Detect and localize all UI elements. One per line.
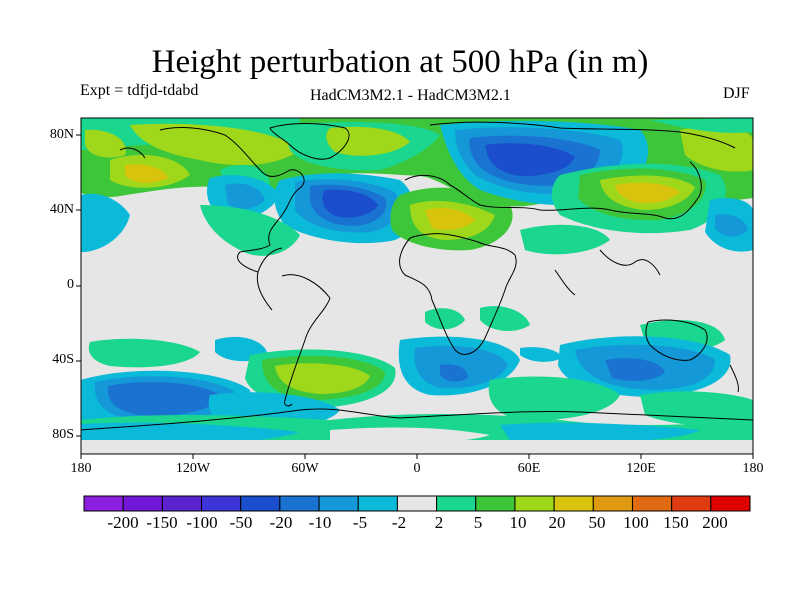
colorbar-label: -100 (186, 513, 218, 532)
lat-tick-label: 80S (52, 427, 74, 442)
colorbar-swatch (201, 495, 242, 512)
colorbar-swatch (631, 495, 673, 512)
colorbar-label: 100 (623, 513, 649, 532)
lon-ticks (80, 454, 754, 459)
colorbar-swatch (396, 495, 438, 512)
colorbar-swatch (83, 495, 124, 512)
colorbar (83, 495, 751, 512)
lat-tick-label: 80N (49, 127, 74, 142)
lat-tick-label: 0 (67, 277, 74, 292)
colorbar-swatch (553, 495, 594, 512)
lon-tick-label: 180 (742, 461, 764, 476)
colorbar-swatch (357, 495, 398, 512)
colorbar-label: 2 (434, 513, 444, 532)
lon-tick-label: 0 (413, 461, 421, 476)
colorbar-label: -2 (391, 513, 407, 532)
lon-tick-label: 60E (517, 461, 541, 476)
colorbar-swatch (475, 495, 516, 512)
colorbar-swatch (240, 495, 281, 512)
colorbar-label: -200 (107, 513, 139, 532)
colorbar-swatch (318, 495, 359, 512)
lon-tick-label: 120E (626, 461, 656, 476)
lat-tick-label: 40N (49, 202, 74, 217)
colorbar-swatch (436, 495, 477, 512)
colorbar-swatch (671, 495, 712, 512)
colorbar-swatch (279, 495, 320, 512)
colorbar-swatch (710, 495, 751, 512)
colorbar-swatch (161, 495, 203, 512)
colorbar-label: 200 (702, 513, 728, 532)
colorbar-label: 50 (588, 513, 606, 532)
colorbar-label: 10 (509, 513, 527, 532)
lat-tick-label: 40S (52, 352, 74, 367)
lon-tick-label: 60W (291, 461, 319, 476)
colorbar-label: 20 (548, 513, 566, 532)
experiment-label: Expt = tdfjd-tdabd (80, 82, 199, 99)
coastlines (81, 121, 753, 431)
colorbar-swatch (122, 495, 163, 512)
lon-tick-label: 180 (70, 461, 92, 476)
colorbar-swatch (592, 495, 633, 512)
colorbar-label: -50 (229, 513, 253, 532)
colorbar-swatch (514, 495, 555, 512)
contour-field (81, 118, 753, 454)
season-label: DJF (723, 85, 750, 102)
colorbar-label: -10 (308, 513, 332, 532)
lat-ticks (76, 134, 81, 437)
lon-tick-label: 120W (175, 461, 211, 476)
colorbar-label: -150 (146, 513, 178, 532)
colorbar-label: 5 (473, 513, 483, 532)
colorbar-label: -20 (269, 513, 293, 532)
colorbar-label: -5 (352, 513, 368, 532)
colorbar-label: 150 (663, 513, 689, 532)
map-title: Height perturbation at 500 hPa (in m) (151, 44, 649, 80)
model-comparison-label: HadCM3M2.1 - HadCM3M2.1 (310, 87, 511, 104)
